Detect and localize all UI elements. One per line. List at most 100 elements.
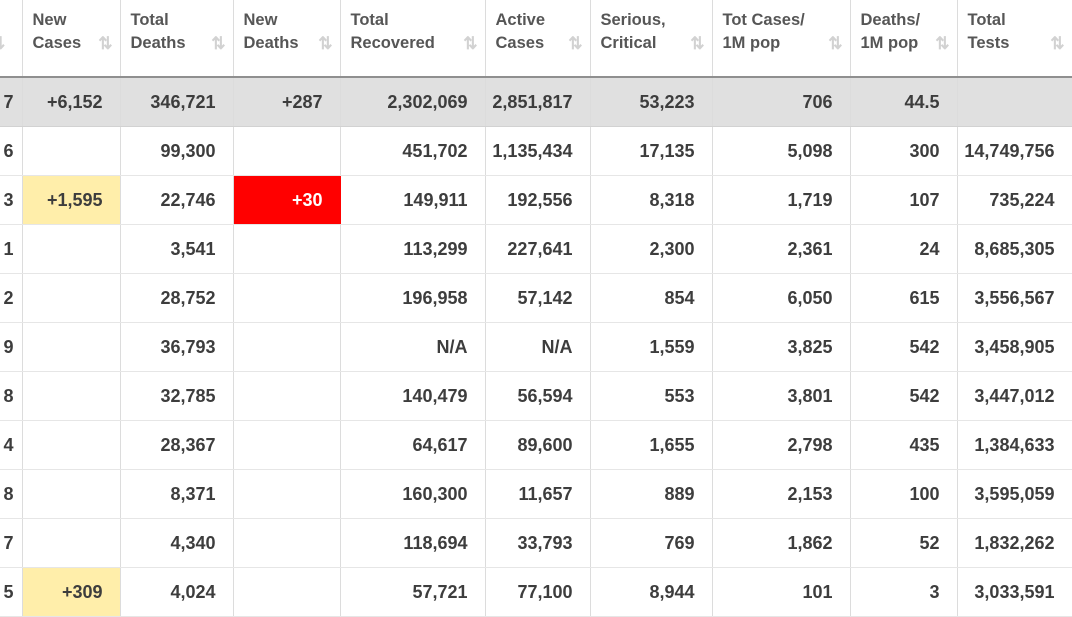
table-row: 7 4,340 118,694 33,793 769 1,862 52 1,832,262 bbox=[0, 518, 1072, 568]
column-header-new-deaths[interactable]: New Deaths ⇅ bbox=[232, 0, 341, 78]
column-label: Deaths bbox=[130, 34, 186, 52]
cell-active-cases: 227,641 bbox=[484, 224, 591, 274]
cell-total-tests: 3,458,905 bbox=[956, 322, 1072, 372]
cell-new-deaths bbox=[232, 322, 341, 372]
column-label: Active bbox=[495, 11, 546, 29]
cell-new-deaths bbox=[232, 371, 341, 421]
cell-total-tests bbox=[956, 77, 1072, 127]
table-row: 5 +309 4,024 57,721 77,100 8,944 101 3 3,033,591 bbox=[0, 567, 1072, 617]
table-row: 9 36,793 N/A N/A 1,559 3,825 542 3,458,905 bbox=[0, 322, 1072, 372]
cell-cases-per-1m: 2,798 bbox=[711, 420, 851, 470]
cell-new-deaths bbox=[232, 567, 341, 617]
cell-total-recovered: N/A bbox=[339, 322, 486, 372]
sort-icon[interactable]: ⇅ bbox=[0, 34, 5, 54]
cell-total-cases-partial: 3 bbox=[0, 175, 23, 225]
column-label: New bbox=[32, 11, 67, 29]
cell-deaths-per-1m: 542 bbox=[849, 371, 958, 421]
cell-cases-per-1m: 1,862 bbox=[711, 518, 851, 568]
column-header-new-cases[interactable]: New Cases ⇅ bbox=[21, 0, 121, 78]
sort-icon[interactable]: ⇅ bbox=[463, 34, 478, 53]
header-row: ⇅ New Cases ⇅ Total Deaths ⇅ New Deaths … bbox=[0, 0, 1072, 78]
cell-total-tests: 1,384,633 bbox=[956, 420, 1072, 470]
cell-new-cases bbox=[21, 224, 121, 274]
cell-new-cases bbox=[21, 273, 121, 323]
sort-icon[interactable]: ⇅ bbox=[211, 34, 226, 53]
cell-total-cases-partial: 2 bbox=[0, 273, 23, 323]
cell-total-recovered: 64,617 bbox=[339, 420, 486, 470]
cell-cases-per-1m: 1,719 bbox=[711, 175, 851, 225]
cell-active-cases: 192,556 bbox=[484, 175, 591, 225]
cell-active-cases: 2,851,817 bbox=[484, 77, 591, 127]
cell-deaths-per-1m: 542 bbox=[849, 322, 958, 372]
sort-icon[interactable]: ⇅ bbox=[690, 34, 705, 53]
cell-serious-critical: 769 bbox=[589, 518, 713, 568]
column-header-total-deaths[interactable]: Total Deaths ⇅ bbox=[119, 0, 234, 78]
sort-icon[interactable]: ⇅ bbox=[828, 34, 843, 53]
column-label: Deaths/ bbox=[860, 11, 921, 29]
cell-active-cases: 11,657 bbox=[484, 469, 591, 519]
cell-cases-per-1m: 101 bbox=[711, 567, 851, 617]
cell-cases-per-1m: 706 bbox=[711, 77, 851, 127]
cell-total-recovered: 149,911 bbox=[339, 175, 486, 225]
cell-total-deaths: 22,746 bbox=[119, 175, 234, 225]
cell-new-cases bbox=[21, 518, 121, 568]
cell-total-tests: 3,556,567 bbox=[956, 273, 1072, 323]
cell-serious-critical: 1,655 bbox=[589, 420, 713, 470]
table-row: 4 28,367 64,617 89,600 1,655 2,798 435 1,384,63… bbox=[0, 420, 1072, 470]
cell-active-cases: 33,793 bbox=[484, 518, 591, 568]
cell-deaths-per-1m: 24 bbox=[849, 224, 958, 274]
cell-deaths-per-1m: 52 bbox=[849, 518, 958, 568]
cell-total-recovered: 118,694 bbox=[339, 518, 486, 568]
table-row: 1 3,541 113,299 227,641 2,300 2,361 24 8,685,30… bbox=[0, 224, 1072, 274]
sort-icon[interactable]: ⇅ bbox=[1050, 34, 1065, 53]
cell-serious-critical: 889 bbox=[589, 469, 713, 519]
cell-active-cases: 77,100 bbox=[484, 567, 591, 617]
cell-cases-per-1m: 3,801 bbox=[711, 371, 851, 421]
cell-deaths-per-1m: 615 bbox=[849, 273, 958, 323]
cell-total-deaths: 3,541 bbox=[119, 224, 234, 274]
cell-total-deaths: 32,785 bbox=[119, 371, 234, 421]
column-label: Cases bbox=[495, 34, 545, 52]
cell-new-cases bbox=[21, 420, 121, 470]
column-label: New bbox=[243, 11, 278, 29]
cell-total-tests: 3,033,591 bbox=[956, 567, 1072, 617]
cell-total-cases-partial: 7 bbox=[0, 77, 23, 127]
column-label: Tot Cases/ bbox=[722, 11, 805, 29]
cell-total-cases-partial: 9 bbox=[0, 322, 23, 372]
cell-serious-critical: 1,559 bbox=[589, 322, 713, 372]
sort-icon[interactable]: ⇅ bbox=[568, 34, 583, 53]
column-header-total-cases-partial[interactable]: ⇅ bbox=[0, 0, 23, 78]
cell-active-cases: N/A bbox=[484, 322, 591, 372]
cell-total-recovered: 57,721 bbox=[339, 567, 486, 617]
cell-active-cases: 1,135,434 bbox=[484, 126, 591, 176]
table-row: 6 99,300 451,702 1,135,434 17,135 5,098 300 14,… bbox=[0, 126, 1072, 176]
cell-new-cases: +1,595 bbox=[21, 175, 121, 225]
column-header-total-recovered[interactable]: Total Recovered ⇅ bbox=[339, 0, 486, 78]
sort-icon[interactable]: ⇅ bbox=[98, 34, 113, 53]
cell-new-cases: +309 bbox=[21, 567, 121, 617]
cell-new-deaths bbox=[232, 126, 341, 176]
column-label: 1M pop bbox=[722, 34, 781, 52]
column-header-active-cases[interactable]: Active Cases ⇅ bbox=[484, 0, 591, 78]
sort-icon[interactable]: ⇅ bbox=[935, 34, 950, 53]
column-label: Total bbox=[350, 11, 389, 29]
column-header-cases-per-1m[interactable]: Tot Cases/ 1M pop ⇅ bbox=[711, 0, 851, 78]
column-label: Recovered bbox=[350, 34, 435, 52]
cell-serious-critical: 8,944 bbox=[589, 567, 713, 617]
column-label: 1M pop bbox=[860, 34, 919, 52]
cell-deaths-per-1m: 100 bbox=[849, 469, 958, 519]
cell-total-cases-partial: 8 bbox=[0, 371, 23, 421]
column-header-serious-critical[interactable]: Serious, Critical ⇅ bbox=[589, 0, 713, 78]
column-header-deaths-per-1m[interactable]: Deaths/ 1M pop ⇅ bbox=[849, 0, 958, 78]
sort-icon[interactable]: ⇅ bbox=[318, 34, 333, 53]
cell-total-tests: 1,832,262 bbox=[956, 518, 1072, 568]
column-header-total-tests[interactable]: Total Tests ⇅ bbox=[956, 0, 1072, 78]
cell-new-deaths: +30 bbox=[232, 175, 341, 225]
column-label: Critical bbox=[600, 34, 657, 52]
column-label: Total bbox=[967, 11, 1006, 29]
cell-total-cases-partial: 7 bbox=[0, 518, 23, 568]
cell-total-cases-partial: 8 bbox=[0, 469, 23, 519]
cell-total-recovered: 140,479 bbox=[339, 371, 486, 421]
cell-total-recovered: 160,300 bbox=[339, 469, 486, 519]
